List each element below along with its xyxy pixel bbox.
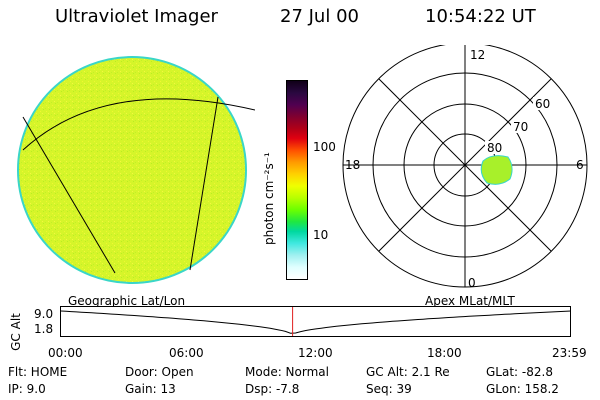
timeline-x-tick-4: 23:59 <box>552 346 587 360</box>
colorbar-tick-100: 100 <box>313 140 336 154</box>
mlt-label-0: 0 <box>468 276 476 290</box>
geographic-grid-line <box>189 96 219 271</box>
mlt-label-18: 18 <box>345 158 360 172</box>
info-door: Door: Open <box>125 365 194 379</box>
altitude-curve <box>60 310 572 334</box>
instrument-title: Ultraviolet Imager <box>55 6 218 27</box>
info-gain: Gain: 13 <box>125 382 176 396</box>
uvi-image-panel <box>17 56 255 284</box>
colorbar-gradient <box>287 81 307 279</box>
polar-mlt-plot: 12 18 6 0 60 70 80 <box>342 45 588 290</box>
timeline-y-tick-min: 1.8 <box>34 322 54 336</box>
info-glon: GLon: 158.2 <box>486 382 559 396</box>
info-gc-alt: GC Alt: 2.1 Re <box>366 365 450 379</box>
mlt-label-6: 6 <box>576 158 584 172</box>
label-backdrop <box>485 141 503 154</box>
timeline-left-caption: Geographic Lat/Lon <box>68 294 186 308</box>
altitude-timeline <box>60 306 572 337</box>
diagonal-line <box>378 78 552 252</box>
label-backdrop <box>511 120 529 133</box>
timeline-right-caption: Apex MLat/MLT <box>425 294 515 308</box>
mlt-label-12: 12 <box>470 48 485 62</box>
geographic-grid-line <box>22 98 255 151</box>
timeline-x-tick-3: 18:00 <box>427 346 462 360</box>
info-ip: IP: 9.0 <box>8 382 46 396</box>
uvi-image-disk <box>17 56 247 284</box>
info-mode: Mode: Normal <box>245 365 329 379</box>
timeline-x-tick-2: 12:00 <box>298 346 333 360</box>
info-dsp: Dsp: -7.8 <box>245 382 300 396</box>
colorbar <box>286 80 308 280</box>
mlat-label-70: 70 <box>513 120 528 134</box>
info-seq: Seq: 39 <box>366 382 412 396</box>
label-backdrop <box>468 49 482 61</box>
info-glat: GLat: -82.8 <box>486 365 553 379</box>
mlat-label-80: 80 <box>487 141 502 155</box>
mlat-label-60: 60 <box>535 97 550 111</box>
label-backdrop <box>533 97 551 110</box>
info-flight: Flt: HOME <box>8 365 68 379</box>
geographic-grid-line <box>22 116 116 274</box>
colorbar-unit-label: photon cm⁻²s⁻¹ <box>262 152 276 245</box>
timeline-frame <box>60 306 571 337</box>
timeline-x-tick-0: 00:00 <box>48 346 83 360</box>
timeline-y-label: GC Alt <box>9 313 23 351</box>
observation-date: 27 Jul 00 <box>280 6 359 27</box>
auroral-emission-region <box>480 155 513 185</box>
timeline-x-tick-1: 06:00 <box>169 346 204 360</box>
timeline-y-tick-max: 9.0 <box>34 307 54 321</box>
colorbar-tick-10: 10 <box>313 228 329 242</box>
observation-time: 10:54:22 UT <box>425 6 536 27</box>
